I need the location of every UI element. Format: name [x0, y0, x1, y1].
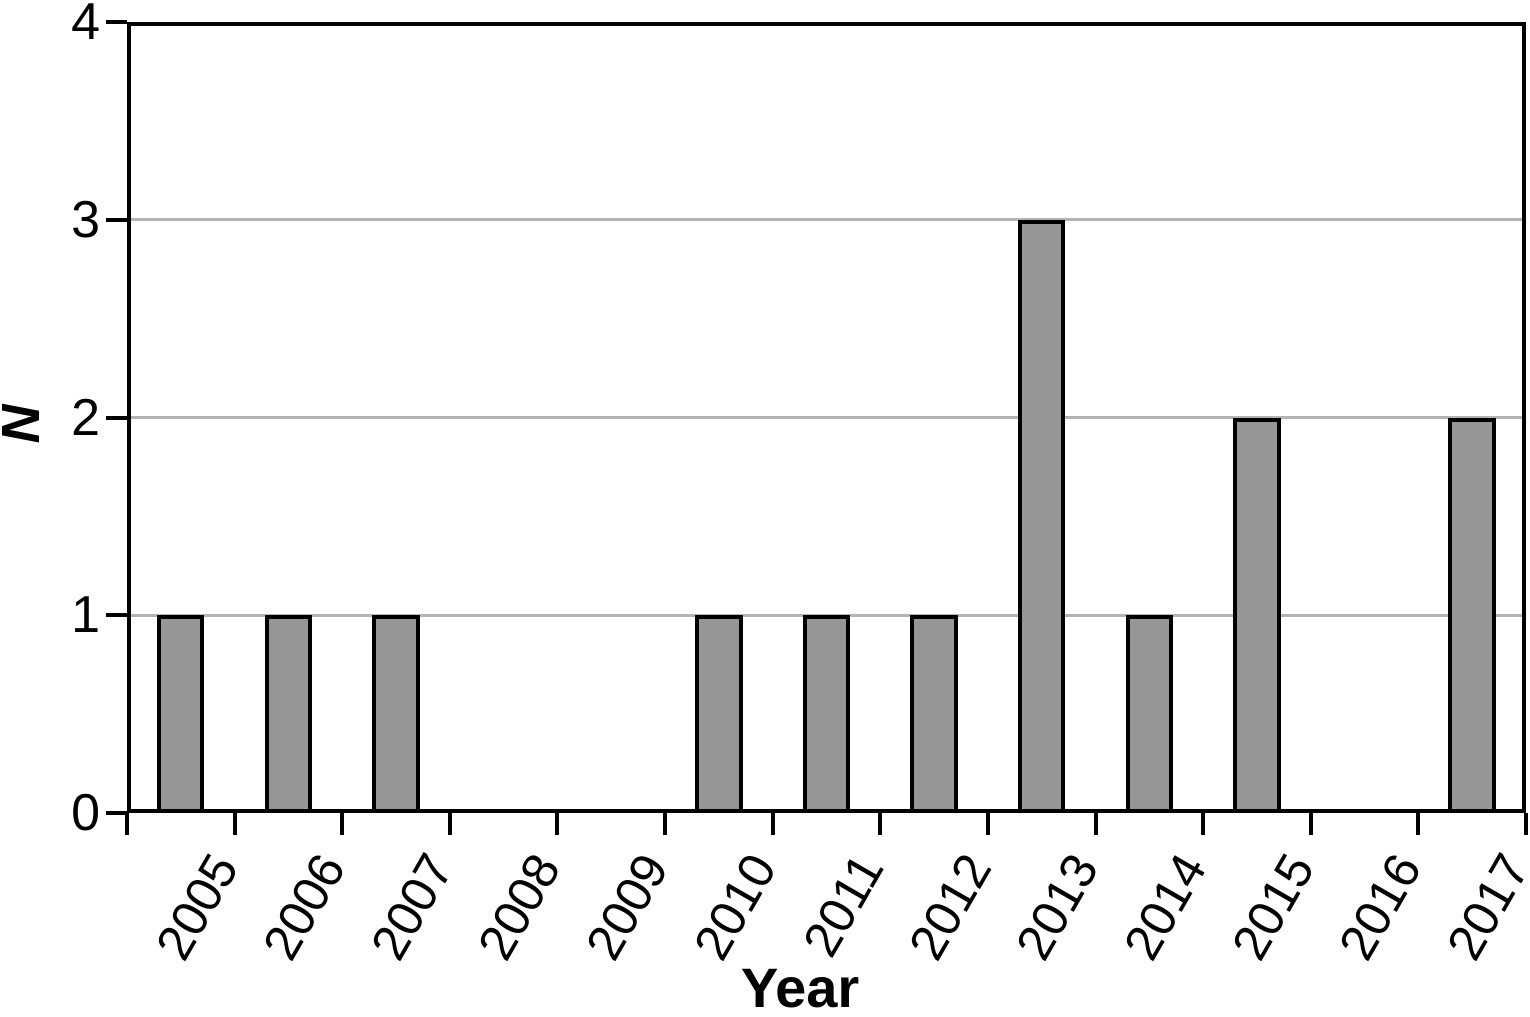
bar-slot-2012 [880, 22, 988, 813]
y-tick-label-0: 0 [71, 784, 100, 842]
bar-slot-2013 [988, 22, 1096, 813]
bar-2007 [372, 615, 420, 813]
bar-2010 [695, 615, 743, 813]
y-tick-label-3: 3 [71, 190, 100, 249]
bar-slot-2005 [127, 22, 235, 813]
bar-2014 [1125, 615, 1173, 813]
x-tick-mark-11 [1308, 813, 1313, 835]
bar-2006 [264, 615, 313, 813]
x-tick-label-2011: 2011 [792, 844, 895, 966]
y-tick-mark-2 [106, 415, 127, 420]
bar-slot-2011 [773, 22, 881, 813]
y-tick-mark-1 [106, 613, 127, 618]
y-tick-mark-3 [106, 217, 127, 222]
x-tick-mark-3 [447, 813, 452, 835]
x-tick-mark-8 [985, 813, 990, 835]
bar-2005 [157, 615, 205, 813]
y-tick-mark-0 [106, 811, 127, 815]
x-tick-mark-1 [232, 813, 237, 835]
x-tick-mark-7 [878, 813, 883, 835]
bar-slot-2015 [1203, 22, 1311, 813]
x-tick-label-2017: 2017 [1435, 844, 1530, 969]
gridline-y3 [127, 218, 1526, 222]
x-tick-label-2013: 2013 [1005, 844, 1110, 969]
y-tick-label-1: 1 [71, 586, 100, 645]
bar-slot-2017 [1418, 22, 1526, 813]
y-tick-label-4: 4 [71, 0, 100, 51]
bar-slot-2008 [450, 22, 558, 813]
x-tick-mark-13 [1524, 813, 1528, 835]
x-tick-label-2008: 2008 [467, 844, 572, 969]
bar-2017 [1448, 417, 1496, 813]
bar-slot-2016 [1311, 22, 1419, 813]
bar-2013 [1018, 219, 1066, 813]
x-tick-mark-9 [1093, 813, 1098, 835]
bar-slot-2014 [1095, 22, 1203, 813]
x-tick-label-2014: 2014 [1113, 844, 1218, 969]
x-tick-label-2005: 2005 [144, 844, 249, 969]
bars-container [127, 22, 1526, 813]
y-tick-mark-4 [106, 20, 127, 24]
bar-slot-2006 [235, 22, 343, 813]
y-tick-label-2: 2 [71, 388, 100, 447]
x-tick-label-2016: 2016 [1328, 844, 1433, 969]
x-tick-label-2007: 2007 [359, 844, 464, 969]
x-axis-title: Year [740, 956, 860, 1017]
x-tick-mark-4 [555, 813, 560, 835]
gridline-y2 [127, 416, 1526, 419]
x-tick-mark-5 [663, 813, 668, 835]
bar-2011 [802, 615, 851, 813]
x-tick-label-2009: 2009 [575, 844, 680, 969]
x-tick-mark-12 [1416, 813, 1421, 835]
x-tick-label-2015: 2015 [1220, 844, 1325, 969]
bar-slot-2007 [342, 22, 450, 813]
x-tick-label-2006: 2006 [252, 844, 357, 969]
bar-slot-2009 [557, 22, 665, 813]
bar-slot-2010 [665, 22, 773, 813]
x-tick-mark-6 [770, 813, 775, 835]
bar-2012 [910, 615, 958, 813]
x-tick-mark-10 [1201, 813, 1206, 835]
x-tick-mark-0 [125, 813, 129, 835]
x-tick-label-2010: 2010 [682, 844, 787, 969]
bar-2015 [1233, 417, 1281, 813]
x-tick-mark-2 [340, 813, 345, 835]
x-tick-label-2012: 2012 [897, 844, 1003, 969]
